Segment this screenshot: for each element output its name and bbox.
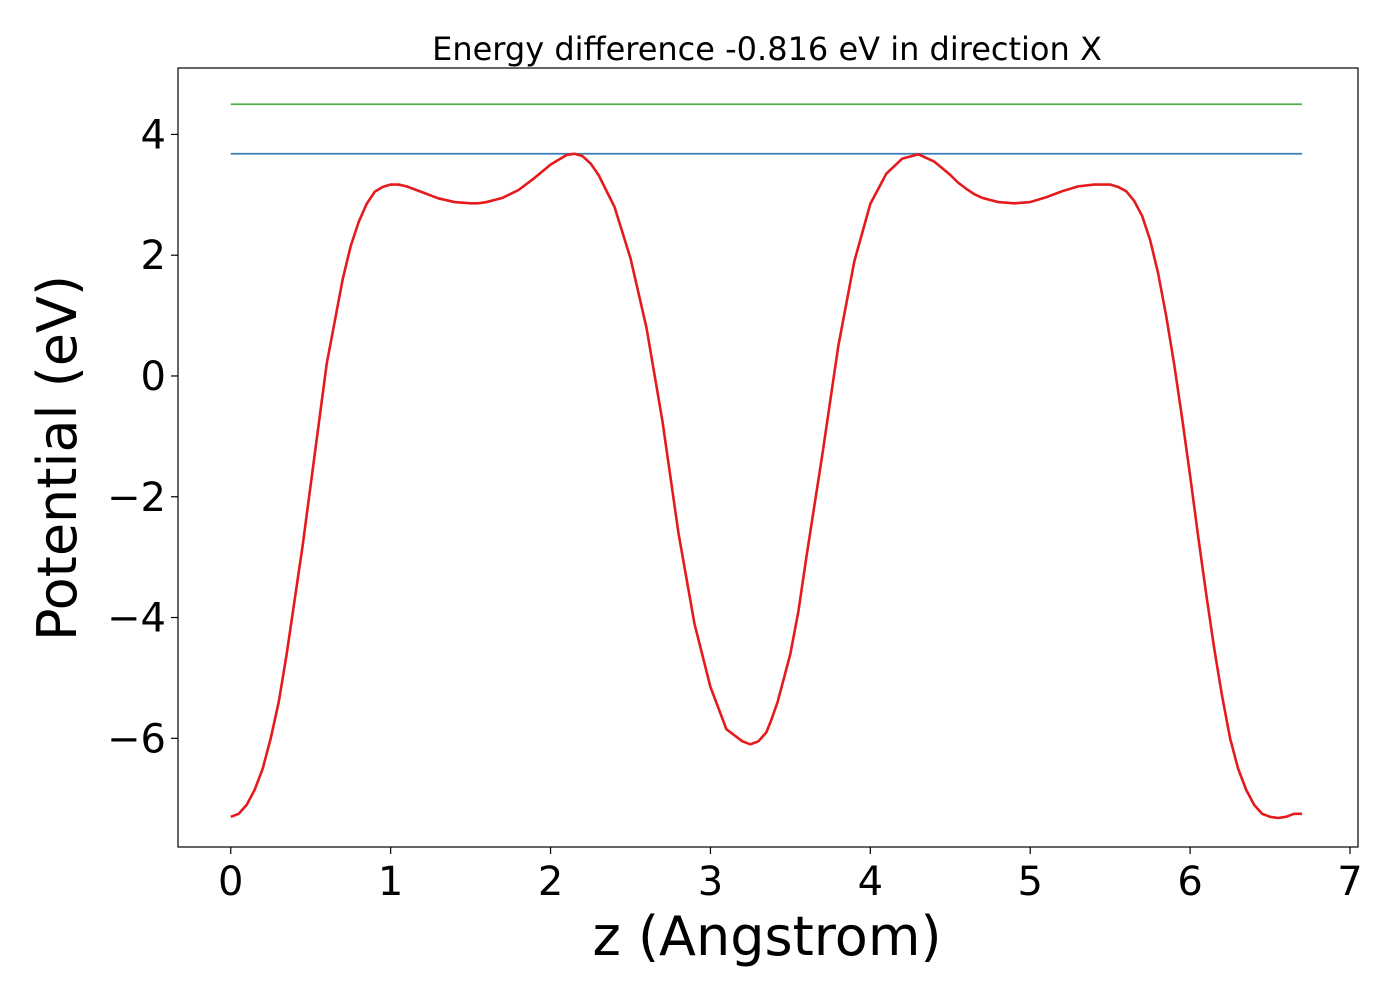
x-tick-label: 1 — [378, 859, 403, 905]
plot-area — [177, 67, 1359, 848]
x-tick-label: 0 — [218, 859, 243, 905]
x-tick-label: 4 — [858, 859, 883, 905]
series-layer — [230, 103, 1303, 820]
y-axis: −6 −4 −2 0 2 4 — [107, 112, 178, 762]
x-axis-label: z (Angstrom) — [592, 905, 941, 968]
y-tick-label: 2 — [141, 233, 166, 279]
x-tick-label: 7 — [1337, 859, 1362, 905]
x-tick-label: 6 — [1177, 859, 1202, 905]
x-tick-label: 2 — [538, 859, 563, 905]
y-tick-label: 4 — [141, 112, 166, 158]
x-tick-label: 3 — [698, 859, 723, 905]
series-potential — [230, 152, 1303, 820]
x-axis: 0 1 2 3 4 5 6 7 — [218, 847, 1363, 905]
x-tick-label: 5 — [1017, 859, 1042, 905]
y-tick-label: −6 — [107, 716, 166, 762]
y-tick-label: −4 — [107, 596, 166, 642]
y-tick-label: −2 — [107, 475, 166, 521]
y-axis-label: Potential (eV) — [26, 275, 89, 641]
y-tick-label: 0 — [141, 354, 166, 400]
axes-frame — [177, 67, 1359, 848]
chart-title: Energy difference -0.816 eV in direction… — [432, 30, 1102, 68]
